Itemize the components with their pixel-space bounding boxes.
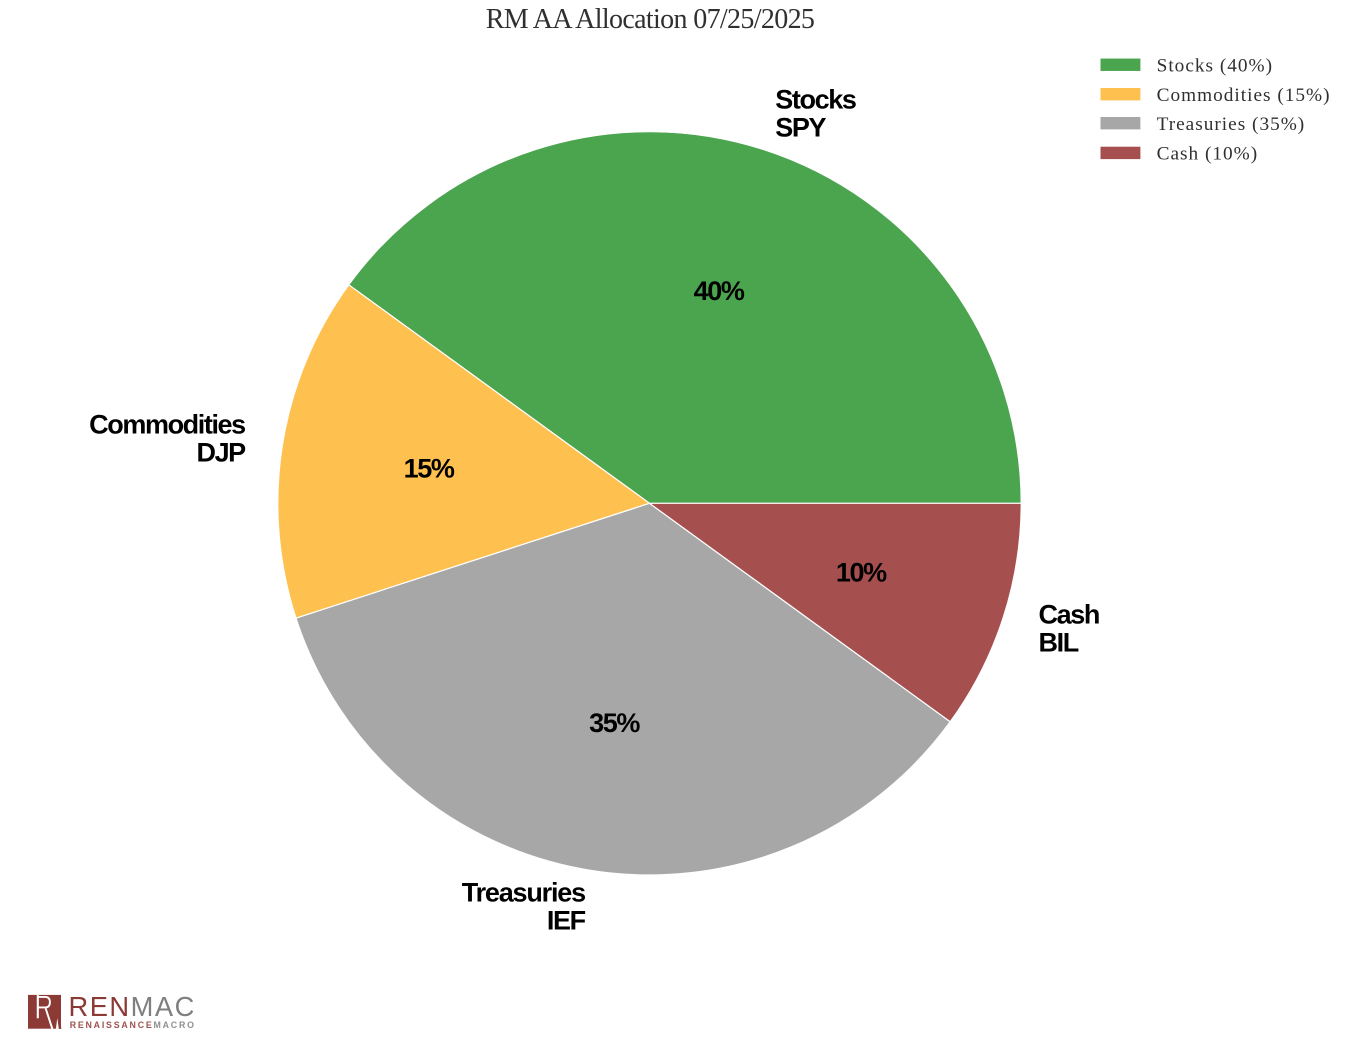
svg-text:RENMAC: RENMAC [69,991,196,1022]
svg-text:IEF: IEF [547,905,586,935]
svg-text:15%: 15% [404,453,455,483]
svg-text:Treasuries: Treasuries [462,877,585,907]
svg-text:40%: 40% [694,276,745,306]
svg-text:Commodities: Commodities [89,409,245,439]
svg-text:RM AA Allocation 07/25/2025: RM AA Allocation 07/25/2025 [486,4,815,35]
svg-text:Stocks: Stocks [775,85,856,115]
svg-text:DJP: DJP [196,438,246,468]
svg-text:Cash: Cash [1039,600,1099,630]
svg-text:Treasuries (35%): Treasuries (35%) [1157,114,1306,135]
svg-text:BIL: BIL [1039,628,1079,658]
svg-text:SPY: SPY [775,113,826,143]
svg-text:35%: 35% [589,708,640,738]
svg-text:Stocks (40%): Stocks (40%) [1157,55,1273,76]
svg-text:10%: 10% [836,557,887,587]
svg-text:RENAISSANCEMACRO: RENAISSANCEMACRO [70,1020,196,1030]
svg-text:Commodities (15%): Commodities (15%) [1157,85,1331,106]
svg-text:Cash (10%): Cash (10%) [1157,144,1259,165]
